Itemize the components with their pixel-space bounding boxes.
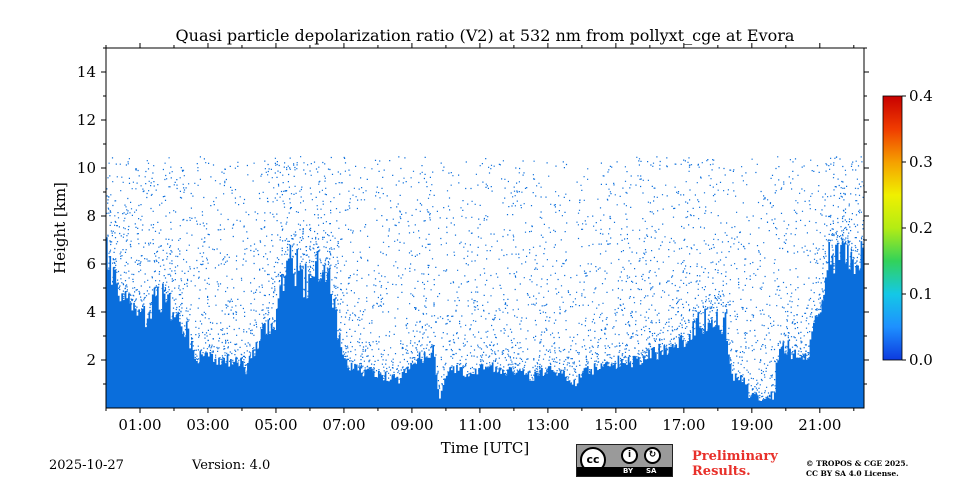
colorbar-tick-label: 0.2 bbox=[909, 219, 933, 237]
x-axis: 01:00 03:00 05:00 07:00 09:00 11:00 13:00 15:00… bbox=[105, 43, 855, 434]
colorbar-tick-label: 0.4 bbox=[909, 87, 933, 105]
preliminary-line-1: Preliminary bbox=[692, 449, 778, 464]
chart-title: Quasi particle depolarization ratio (V2)… bbox=[176, 26, 795, 45]
colorbar-tick-label: 0.0 bbox=[909, 351, 933, 369]
copyright-notice: © TROPOS & CGE 2025. CC BY SA 4.0 Licens… bbox=[806, 459, 908, 479]
x-tick-label: 11:00 bbox=[458, 416, 501, 434]
y-tick-label: 4 bbox=[86, 303, 96, 321]
footer-version: Version: 4.0 bbox=[192, 458, 271, 473]
cc-license-badge: cc i ↻ BY SA bbox=[576, 444, 673, 477]
x-tick-label: 01:00 bbox=[118, 416, 161, 434]
x-tick-label: 03:00 bbox=[186, 416, 229, 434]
x-tick-label: 21:00 bbox=[798, 416, 841, 434]
copyright-line-2: CC BY SA 4.0 License. bbox=[806, 469, 899, 478]
license-sa-tag: SA bbox=[646, 467, 657, 475]
y-tick-label: 10 bbox=[77, 159, 96, 177]
x-tick-label: 17:00 bbox=[662, 416, 705, 434]
y-axis-label: Height [km] bbox=[51, 182, 69, 274]
colorbar-tick-label: 0.1 bbox=[909, 285, 933, 303]
x-tick-label: 09:00 bbox=[390, 416, 433, 434]
copyright-line-1: © TROPOS & CGE 2025. bbox=[806, 459, 909, 468]
attribution-icon: i bbox=[621, 447, 638, 464]
colorbar bbox=[882, 95, 903, 361]
x-tick-label: 07:00 bbox=[322, 416, 365, 434]
y-tick-label: 6 bbox=[86, 255, 96, 273]
colorbar-ticks: 0.0 0.1 0.2 0.3 0.4 bbox=[902, 87, 933, 369]
signal-area bbox=[106, 237, 864, 408]
x-tick-label: 19:00 bbox=[730, 416, 773, 434]
license-strip bbox=[577, 467, 672, 476]
y-tick-label: 8 bbox=[86, 207, 96, 225]
x-axis-label: Time [UTC] bbox=[441, 439, 530, 457]
y-tick-label: 12 bbox=[77, 111, 96, 129]
x-tick-label: 15:00 bbox=[594, 416, 637, 434]
y-axis: 2 4 6 8 10 12 14 bbox=[77, 47, 869, 385]
preliminary-line-2: Results. bbox=[692, 464, 751, 479]
footer-date: 2025-10-27 bbox=[49, 458, 124, 473]
preliminary-notice: Preliminary Results. bbox=[692, 449, 778, 479]
license-by-tag: BY bbox=[623, 467, 634, 475]
y-tick-label: 14 bbox=[77, 63, 96, 81]
plot-frame bbox=[105, 47, 865, 409]
y-tick-label: 2 bbox=[86, 351, 96, 369]
x-tick-label: 05:00 bbox=[254, 416, 297, 434]
share-alike-icon: ↻ bbox=[644, 447, 661, 464]
x-tick-label: 13:00 bbox=[526, 416, 569, 434]
colorbar-tick-label: 0.3 bbox=[909, 153, 933, 171]
heatmap-layer bbox=[106, 156, 864, 408]
